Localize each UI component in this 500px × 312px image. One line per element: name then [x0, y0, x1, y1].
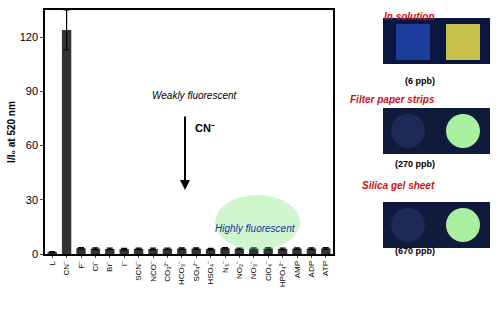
svg-text:NCO⁻: NCO⁻ [149, 261, 158, 282]
svg-text:Silica gel sheet: Silica gel sheet [362, 180, 435, 191]
svg-text:SO₄²⁻: SO₄²⁻ [192, 261, 201, 282]
svg-text:CO₃²⁻: CO₃²⁻ [163, 261, 172, 282]
svg-text:ADP: ADP [307, 261, 316, 277]
svg-text:SCN⁻: SCN⁻ [134, 261, 143, 281]
svg-text:60: 60 [26, 139, 38, 151]
svg-text:HSO₄⁻: HSO₄⁻ [206, 261, 215, 285]
svg-text:ATP: ATP [321, 261, 330, 276]
svg-text:Cl⁻: Cl⁻ [91, 261, 100, 272]
svg-text:HCO₃⁻: HCO₃⁻ [177, 261, 186, 285]
svg-text:AMP: AMP [293, 261, 302, 278]
svg-text:(670 ppb): (670 ppb) [395, 246, 435, 256]
svg-text:CN⁻: CN⁻ [195, 122, 215, 134]
svg-text:(6 ppb): (6 ppb) [405, 76, 435, 86]
svg-text:120: 120 [20, 31, 38, 43]
svg-text:90: 90 [26, 85, 38, 97]
svg-text:Filter paper strips: Filter paper strips [350, 94, 435, 105]
svg-text:0: 0 [32, 248, 38, 260]
svg-text:Br⁻: Br⁻ [105, 261, 114, 272]
svg-text:In solution: In solution [384, 11, 435, 22]
svg-text:Highly fluorescent: Highly fluorescent [215, 223, 296, 234]
svg-text:30: 30 [26, 194, 38, 206]
svg-text:I/I₀ at 520 nm: I/I₀ at 520 nm [6, 101, 17, 163]
svg-text:Weakly fluorescent: Weakly fluorescent [152, 90, 238, 101]
svg-text:L: L [48, 260, 57, 265]
svg-text:HPO₄²⁻: HPO₄²⁻ [278, 261, 287, 287]
svg-text:N₃⁻: N₃⁻ [221, 261, 230, 273]
svg-text:CN⁻: CN⁻ [62, 261, 71, 276]
svg-text:I⁻: I⁻ [120, 261, 129, 266]
svg-text:ClO₄⁻: ClO₄⁻ [264, 261, 273, 281]
svg-text:(270 ppb): (270 ppb) [395, 159, 435, 169]
svg-text:NO₃⁻: NO₃⁻ [249, 261, 258, 279]
svg-text:F⁻: F⁻ [77, 261, 86, 269]
svg-text:NO₂⁻: NO₂⁻ [235, 261, 244, 279]
